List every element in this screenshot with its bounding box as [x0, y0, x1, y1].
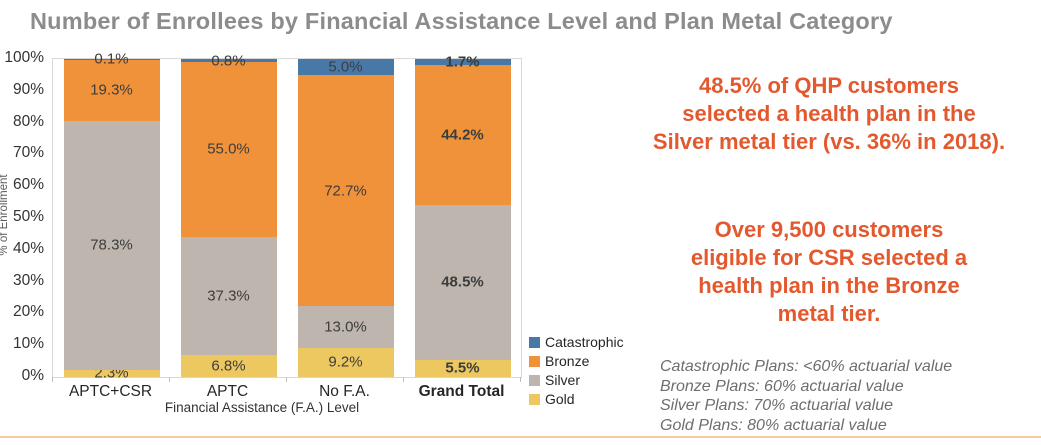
data-label: 6.8%: [211, 357, 246, 375]
y-tick-label: 80%: [12, 112, 44, 130]
legend-item-catastrophic: Catastrophic: [529, 333, 624, 351]
page-title: Number of Enrollees by Financial Assista…: [30, 8, 893, 34]
data-label: 9.2%: [328, 353, 363, 371]
data-label: 44.2%: [441, 126, 484, 144]
y-tick-label: 60%: [12, 176, 44, 194]
legend-label: Silver: [545, 372, 581, 388]
footnote-line: Gold Plans: 80% actuarial value: [660, 416, 887, 434]
legend-swatch-icon: [529, 393, 540, 405]
data-label: 13.0%: [324, 318, 367, 336]
data-label: 5.0%: [328, 58, 363, 76]
footnote-line: Silver Plans: 70% actuarial value: [660, 397, 894, 414]
y-tick-label: 20%: [12, 303, 44, 321]
data-label: 5.5%: [445, 359, 480, 377]
y-tick-label: 90%: [12, 80, 44, 98]
legend-swatch-icon: [529, 355, 540, 367]
legend-swatch-icon: [529, 336, 540, 348]
data-label: 0.8%: [211, 52, 246, 70]
bar-segment-catastrophic-no-f-a-: [297, 59, 394, 76]
x-category-label-aptc: APTC: [206, 383, 249, 400]
bar-segment-bronze-no-f-a-: [297, 75, 394, 307]
y-tick-label: 100%: [4, 49, 44, 66]
bar-segment-bronze-grand-total: [414, 64, 511, 206]
callout-silver-tier: 48.5% of QHP customers selected a health…: [652, 73, 1006, 154]
legend-item-bronze: Bronze: [529, 352, 624, 370]
data-label: 55.0%: [207, 140, 250, 158]
bar-segment-gold-aptc-csr: [63, 369, 160, 377]
x-axis-title: Financial Assistance (F.A.) Level: [164, 400, 360, 415]
data-label: 72.7%: [324, 182, 367, 200]
legend-label: Bronze: [545, 353, 590, 369]
plot-area: 2.3% 78.3% 19.3% 0.1% 6.8% 37.3% 55.0% 0.8% 9.2%…: [52, 52, 522, 381]
data-label: 78.3%: [90, 236, 133, 254]
data-label: 0.1%: [94, 50, 129, 68]
y-tick-label: 10%: [12, 335, 44, 353]
x-tick-mark: [403, 377, 404, 382]
x-tick-mark: [520, 377, 521, 382]
x-category-label-aptc-csr: APTC+CSR: [68, 383, 153, 400]
legend-label: Gold: [545, 391, 575, 407]
data-label: 19.3%: [90, 81, 133, 99]
legend-item-silver: Silver: [529, 371, 624, 389]
x-tick-mark: [169, 377, 170, 382]
footnote-line: Catastrophic Plans: <60% actuarial value: [660, 358, 953, 375]
x-tick-mark: [52, 377, 53, 382]
bar-segment-silver-aptc: [180, 236, 277, 356]
bar-segment-catastrophic-grand-total: [414, 59, 511, 65]
bar-segment-gold-no-f-a-: [297, 347, 394, 377]
bar-segment-silver-grand-total: [414, 205, 511, 360]
footnote-line: Bronze Plans: 60% actuarial value: [660, 377, 904, 395]
bar-segment-silver-no-f-a-: [297, 306, 394, 348]
x-category-label-no-f-a-: No F.A.: [319, 383, 370, 400]
bottom-divider: [0, 436, 1041, 438]
y-tick-label: 70%: [12, 144, 44, 162]
footnotes: Catastrophic Plans: <60% actuarial value…: [660, 357, 1030, 435]
legend-swatch-icon: [529, 374, 540, 386]
callout-bronze-tier: Over 9,500 customers eligible for CSR se…: [690, 217, 968, 326]
x-category-label-grand-total: Grand Total: [418, 383, 505, 400]
data-label: 1.7%: [445, 53, 480, 71]
legend: Catastrophic Bronze Silver Gold: [529, 333, 624, 409]
bar-segment-silver-aptc-csr: [63, 120, 160, 370]
y-tick-label: 50%: [12, 208, 44, 225]
x-tick-mark: [286, 377, 287, 382]
bar-segment-gold-grand-total: [414, 359, 511, 377]
legend-item-gold: Gold: [529, 390, 624, 408]
y-tick-label: 40%: [12, 239, 44, 257]
y-tick-label: 0%: [21, 367, 44, 384]
bar-segment-bronze-aptc-csr: [63, 59, 160, 121]
data-label: 48.5%: [441, 273, 484, 291]
bar-segment-gold-aptc: [180, 355, 277, 377]
legend-label: Catastrophic: [545, 334, 624, 350]
data-label: 37.3%: [207, 287, 250, 305]
y-tick-label: 30%: [12, 271, 44, 289]
bar-segment-catastrophic-aptc: [180, 59, 277, 62]
bar-segment-bronze-aptc: [180, 61, 277, 237]
